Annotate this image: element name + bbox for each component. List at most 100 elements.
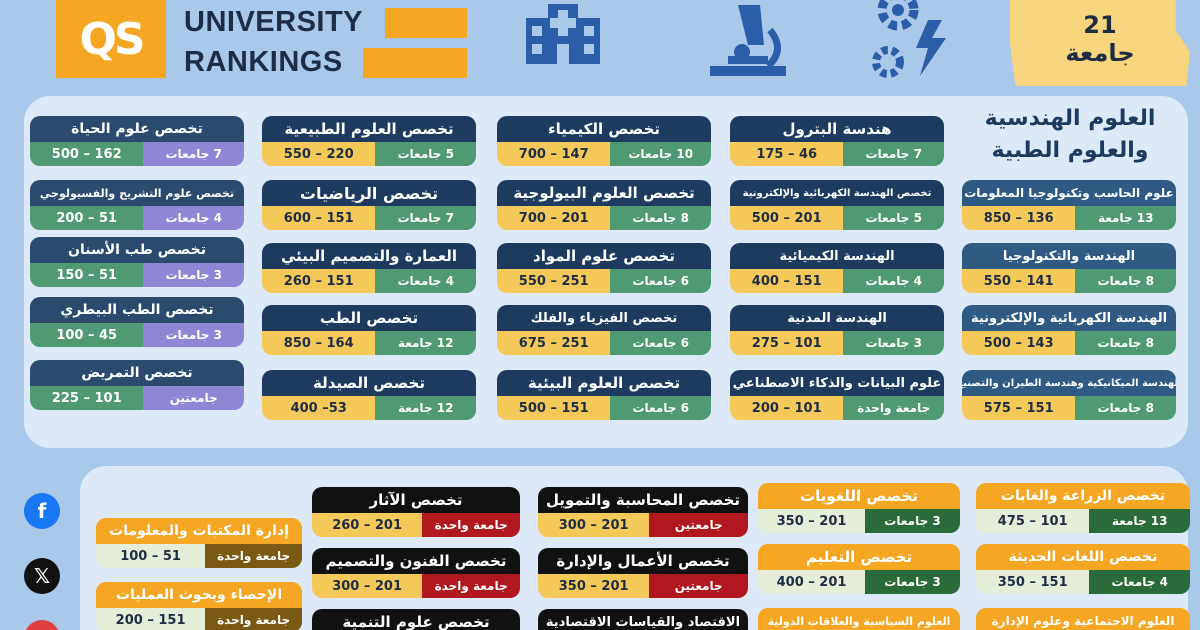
ranking-card: الاقتصاد والقياسات الاقتصادية [538, 609, 748, 630]
card-values: 7 جامعات 175 – 46 [730, 142, 944, 166]
card-title: تخصص التعليم [758, 544, 960, 570]
qs-logo-text: QS [79, 13, 145, 65]
card-range: 150 – 51 [30, 263, 144, 287]
card-range: 700 – 147 [497, 142, 611, 166]
card-range: 500 – 201 [730, 206, 844, 230]
card-values: جامعتين 300 – 201 [538, 513, 748, 537]
card-values: 3 جامعات 275 – 101 [730, 331, 944, 355]
ranking-card: تخصص علوم التشريح والفسيولوجي 4 جامعات 200… [30, 180, 244, 232]
card-range: 275 – 101 [730, 331, 844, 355]
card-title: تخصص الأعمال والإدارة [538, 548, 748, 574]
card-range: 500 – 143 [962, 331, 1076, 355]
card-range: 500 – 151 [497, 396, 611, 420]
card-title: الهندسة الميكانيكية وهندسة الطيران والتص… [962, 370, 1176, 396]
card-values: 12 جامعة 850 – 164 [262, 331, 476, 355]
card-title: تخصص الآثار [312, 487, 520, 513]
card-range: 400 – 151 [730, 269, 844, 293]
card-title: الهندسة والتكنولوجيا [962, 243, 1176, 269]
card-values: 6 جامعات 675 – 251 [497, 331, 711, 355]
ranking-card: تخصص الكيمياء 10 جامعات 700 – 147 [497, 116, 711, 168]
university-count-badge: 21 جامعة [1010, 0, 1190, 86]
card-title: علوم البيانات والذكاء الاصطناعي [730, 370, 944, 396]
card-count: جامعة واحدة [843, 396, 944, 420]
card-count: جامعة واحدة [422, 513, 520, 537]
card-title: تخصص الفيزياء والفلك [497, 305, 711, 331]
card-title: تخصص اللغويات [758, 483, 960, 509]
ranking-card: تخصص الهندسة الكهربائية والإلكترونية 5 جا… [730, 180, 944, 232]
ranking-card: الإحصاء وبحوث العمليات جامعة واحدة 200 – 1… [96, 582, 302, 630]
x-icon[interactable]: 𝕏 [24, 558, 60, 594]
card-title: تخصص الهندسة الكهربائية والإلكترونية [730, 180, 944, 206]
social-icon-3[interactable] [24, 620, 60, 630]
card-range: 200 – 151 [96, 608, 206, 630]
ranking-card: تخصص علوم الحياة 7 جامعات 500 – 162 [30, 116, 244, 168]
card-title: علوم الحاسب وتكنولوجيا المعلومات [962, 180, 1176, 206]
card-range: 475 – 101 [976, 509, 1090, 533]
card-values: 4 جامعات 400 – 151 [730, 269, 944, 293]
facebook-icon[interactable]: f [24, 493, 60, 529]
card-count: 8 جامعات [1075, 396, 1176, 420]
card-title: العلوم السياسية والعلاقات الدولية [758, 608, 960, 630]
card-values: 7 جامعات 500 – 162 [30, 142, 244, 166]
card-count: 13 جامعة [1075, 206, 1176, 230]
ranking-card: تخصص الطب البيطري 3 جامعات 100 – 45 [30, 297, 244, 349]
ranking-card: تخصص اللغويات 3 جامعات 350 – 201 [758, 483, 960, 535]
card-count: 4 جامعات [1089, 570, 1190, 594]
card-values: 8 جامعات 700 – 201 [497, 206, 711, 230]
card-title: تخصص علوم التشريح والفسيولوجي [30, 180, 244, 206]
card-title: تخصص المحاسبة والتمويل [538, 487, 748, 513]
university-count-label: جامعة [1065, 39, 1135, 67]
card-title: تخصص الطب [262, 305, 476, 331]
ranking-card: تخصص الفنون والتصميم جامعة واحدة 300 – 201 [312, 548, 520, 600]
card-count: 7 جامعات [375, 206, 476, 230]
gears-lightning-icon [872, 0, 946, 78]
section-heading-line-1: العلوم الهندسية [984, 106, 1156, 131]
card-title: العمارة والتصميم البيئي [262, 243, 476, 269]
card-values: 13 جامعة 475 – 101 [976, 509, 1190, 533]
card-range: 675 – 251 [497, 331, 611, 355]
card-values: جامعة واحدة 100 – 51 [96, 544, 302, 568]
title-line-1: UNIVERSITY [184, 6, 364, 38]
card-values: 10 جامعات 700 – 147 [497, 142, 711, 166]
ranking-card: تخصص الطب 12 جامعة 850 – 164 [262, 305, 476, 357]
card-values: جامعة واحدة 200 – 101 [730, 396, 944, 420]
card-range: 260 – 151 [262, 269, 376, 293]
card-title: الهندسة المدنية [730, 305, 944, 331]
card-range: 350 – 151 [976, 570, 1090, 594]
card-title: الاقتصاد والقياسات الاقتصادية [538, 609, 748, 630]
card-range: 300 – 201 [312, 574, 423, 598]
card-count: 4 جامعات [143, 206, 244, 230]
qs-logo: QS [56, 0, 166, 78]
card-values: 3 جامعات 100 – 45 [30, 323, 244, 347]
card-range: 100 – 51 [96, 544, 206, 568]
ranking-card: تخصص الفيزياء والفلك 6 جامعات 675 – 251 [497, 305, 711, 357]
card-title: هندسة البترول [730, 116, 944, 142]
card-values: 6 جامعات 550 – 251 [497, 269, 711, 293]
card-count: 5 جامعات [843, 206, 944, 230]
card-count: 6 جامعات [610, 269, 711, 293]
card-range: 700 – 201 [497, 206, 611, 230]
card-range: 300 – 201 [538, 513, 650, 537]
card-title: الإحصاء وبحوث العمليات [96, 582, 302, 608]
card-count: 3 جامعات [143, 263, 244, 287]
card-count: 10 جامعات [610, 142, 711, 166]
card-title: العلوم الاجتماعية وعلوم الإدارة [976, 608, 1190, 630]
card-title: تخصص الطب البيطري [30, 297, 244, 323]
card-count: 7 جامعات [843, 142, 944, 166]
card-values: 8 جامعات 550 – 141 [962, 269, 1176, 293]
card-count: 3 جامعات [865, 509, 960, 533]
card-range: 550 – 141 [962, 269, 1076, 293]
card-title: تخصص التمريض [30, 360, 244, 386]
title-line-2: RANKINGS [184, 46, 343, 78]
card-values: 3 جامعات 400 – 201 [758, 570, 960, 594]
card-count: جامعتين [143, 386, 244, 410]
card-values: 3 جامعات 350 – 201 [758, 509, 960, 533]
card-values: جامعتين 350 – 201 [538, 574, 748, 598]
card-values: 5 جامعات 550 – 220 [262, 142, 476, 166]
card-count: 4 جامعات [375, 269, 476, 293]
card-title: الهندسة الكهربائية والإلكترونية [962, 305, 1176, 331]
ranking-card: تخصص الزراعة والغابات 13 جامعة 475 – 101 [976, 483, 1190, 535]
card-title: تخصص الكيمياء [497, 116, 711, 142]
card-range: 200 – 51 [30, 206, 144, 230]
ranking-card: تخصص التعليم 3 جامعات 400 – 201 [758, 544, 960, 596]
